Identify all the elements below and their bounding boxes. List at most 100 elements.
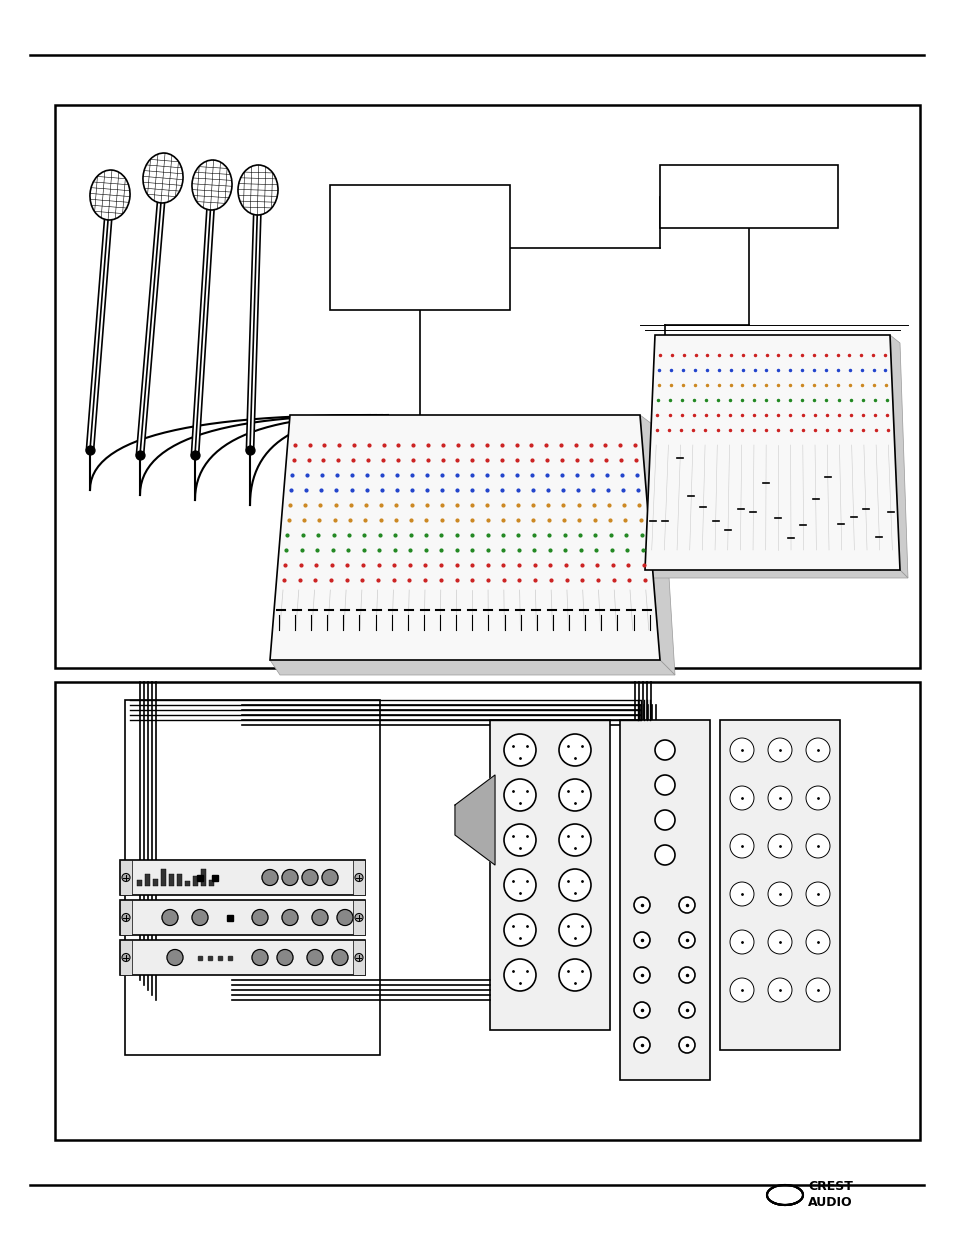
Bar [137,864,142,885]
Bar [152,877,158,885]
Circle shape [679,897,695,913]
Ellipse shape [143,153,183,203]
Circle shape [558,869,590,902]
Circle shape [558,914,590,946]
Ellipse shape [192,161,232,210]
Circle shape [503,824,536,856]
Circle shape [805,930,829,953]
Circle shape [503,779,536,811]
Circle shape [767,739,791,762]
Bar [330,185,510,310]
Bar [145,868,150,885]
Polygon shape [270,415,659,659]
Circle shape [767,834,791,858]
Circle shape [355,914,363,921]
Circle shape [322,869,337,885]
Circle shape [729,739,753,762]
Circle shape [262,869,277,885]
Circle shape [162,909,178,925]
Circle shape [167,950,183,966]
Circle shape [558,734,590,766]
Text: CREST: CREST [807,1181,852,1193]
Circle shape [634,967,649,983]
Circle shape [122,873,130,882]
Circle shape [558,779,590,811]
Bar [659,165,837,228]
Circle shape [332,950,348,966]
Bar [619,720,709,1079]
Bar [177,869,182,885]
Circle shape [558,960,590,990]
Circle shape [655,776,675,795]
Circle shape [767,882,791,906]
Bar [193,881,198,885]
Circle shape [252,950,268,966]
Circle shape [679,967,695,983]
Circle shape [655,740,675,760]
Circle shape [655,845,675,864]
Polygon shape [270,659,675,676]
Ellipse shape [237,165,277,215]
Circle shape [192,909,208,925]
Circle shape [767,930,791,953]
Bar [490,720,609,1030]
Circle shape [634,932,649,948]
Circle shape [634,1002,649,1018]
Bar [720,720,840,1050]
Circle shape [355,873,363,882]
Circle shape [679,1002,695,1018]
Circle shape [767,978,791,1002]
Circle shape [302,869,317,885]
Circle shape [805,978,829,1002]
Circle shape [252,909,268,925]
Circle shape [282,909,297,925]
Circle shape [805,882,829,906]
Circle shape [729,834,753,858]
Circle shape [122,953,130,962]
Ellipse shape [90,170,130,220]
Bar [120,940,132,974]
Bar [185,874,190,885]
Circle shape [679,1037,695,1053]
Circle shape [307,950,323,966]
Bar [120,900,132,935]
Bar [169,877,173,885]
Circle shape [355,953,363,962]
Circle shape [336,909,353,925]
Polygon shape [455,776,495,864]
Circle shape [503,914,536,946]
Bar [125,700,379,1055]
Text: AUDIO: AUDIO [807,1197,852,1209]
Circle shape [503,869,536,902]
Circle shape [655,810,675,830]
Circle shape [503,734,536,766]
Bar [201,867,206,885]
Circle shape [503,960,536,990]
Circle shape [558,824,590,856]
Circle shape [276,950,293,966]
Polygon shape [639,415,675,676]
Polygon shape [644,571,907,578]
Polygon shape [644,335,899,571]
Bar [55,105,919,668]
Bar [353,940,365,974]
Circle shape [805,739,829,762]
Bar [120,860,365,895]
Circle shape [312,909,328,925]
Circle shape [729,978,753,1002]
Circle shape [634,1037,649,1053]
Bar [120,900,365,935]
Bar [55,682,919,1140]
Circle shape [729,930,753,953]
Bar [120,860,132,895]
Circle shape [679,932,695,948]
Bar [209,869,213,885]
Circle shape [122,914,130,921]
Bar [353,860,365,895]
Polygon shape [889,335,907,578]
Circle shape [729,882,753,906]
Circle shape [767,785,791,810]
Circle shape [634,897,649,913]
Circle shape [805,785,829,810]
Bar [353,900,365,935]
